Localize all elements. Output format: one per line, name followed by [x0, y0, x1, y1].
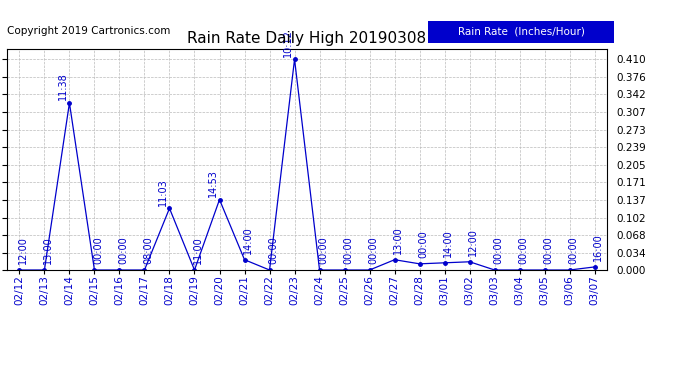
Text: 11:03: 11:03 [158, 178, 168, 206]
Text: 10:12: 10:12 [284, 29, 293, 57]
Text: 12:00: 12:00 [469, 228, 478, 256]
Text: 16:00: 16:00 [593, 233, 604, 261]
Text: 00:00: 00:00 [493, 236, 504, 264]
Text: 14:00: 14:00 [244, 226, 253, 254]
Text: 00:00: 00:00 [344, 236, 353, 264]
Text: 13:00: 13:00 [393, 226, 404, 254]
Text: 00:00: 00:00 [318, 236, 328, 264]
Text: 00:00: 00:00 [118, 236, 128, 264]
Text: 00:00: 00:00 [518, 236, 529, 264]
Text: 13:00: 13:00 [43, 236, 53, 264]
Text: 12:00: 12:00 [18, 236, 28, 264]
Text: 14:53: 14:53 [208, 169, 218, 197]
Text: Rain Rate  (Inches/Hour): Rain Rate (Inches/Hour) [457, 27, 584, 37]
Text: 11:00: 11:00 [193, 236, 204, 264]
Text: 00:00: 00:00 [544, 236, 553, 264]
Text: 08:00: 08:00 [144, 236, 153, 264]
Text: 00:00: 00:00 [268, 236, 278, 264]
Text: 14:00: 14:00 [444, 229, 453, 256]
Text: 11:38: 11:38 [58, 73, 68, 100]
Text: 00:00: 00:00 [569, 236, 578, 264]
Text: 00:00: 00:00 [93, 236, 104, 264]
Text: 00:00: 00:00 [368, 236, 378, 264]
Text: Copyright 2019 Cartronics.com: Copyright 2019 Cartronics.com [7, 26, 170, 36]
Text: 00:00: 00:00 [418, 230, 428, 258]
Title: Rain Rate Daily High 20190308: Rain Rate Daily High 20190308 [188, 31, 426, 46]
